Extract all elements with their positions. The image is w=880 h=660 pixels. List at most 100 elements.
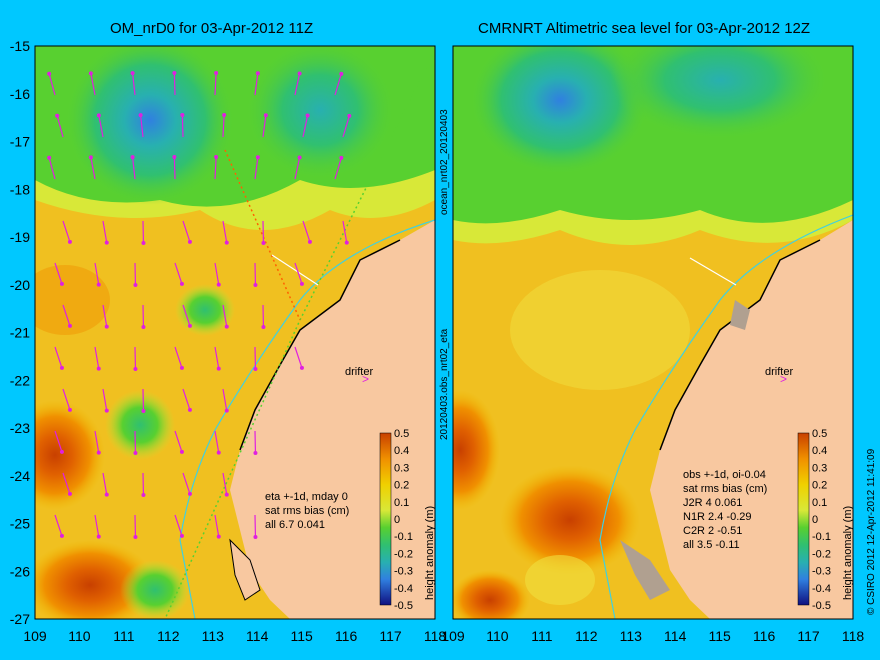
left-stats: eta +-1d, mday 0 sat rms bias (cm) all 6.7… <box>265 491 349 531</box>
current-vector <box>294 157 301 180</box>
current-vector <box>294 262 303 285</box>
vector-head <box>133 282 138 287</box>
vector-head <box>59 533 64 538</box>
vector-head <box>253 450 258 455</box>
vector-head <box>253 282 258 287</box>
x-tick-label: 111 <box>531 628 552 644</box>
vector-head <box>133 534 138 539</box>
colorbar-tick: -0.5 <box>394 600 413 612</box>
y-tick-label: -19 <box>10 229 30 245</box>
x-tick-label: 113 <box>202 628 225 644</box>
right-x-axis: 109 110 111 112 113 114 115 116 117 118 <box>441 628 864 644</box>
stats-line: obs +-1d, oi-0.04 <box>683 469 766 481</box>
x-tick-label: 115 <box>709 628 732 644</box>
stats-line: all 3.5 -0.11 <box>683 539 740 551</box>
stats-line: sat rms bias (cm) <box>683 483 767 495</box>
current-vector <box>173 72 176 96</box>
vector-head <box>263 113 268 118</box>
vector-head <box>179 533 184 538</box>
y-tick-label: -21 <box>10 325 30 341</box>
current-vector <box>181 114 184 138</box>
current-vector <box>54 430 63 453</box>
vector-head <box>96 282 101 287</box>
x-tick-label: 110 <box>486 628 509 644</box>
vector-head <box>216 450 221 455</box>
left-map-frame <box>34 45 436 620</box>
vector-head <box>187 323 192 328</box>
vector-head <box>130 155 135 160</box>
current-vector <box>54 262 63 285</box>
colorbar-tick: 0.1 <box>812 497 827 509</box>
vector-head <box>104 240 109 245</box>
current-vector <box>214 156 217 180</box>
x-tick-label: 112 <box>575 628 598 644</box>
vector-head <box>172 71 177 76</box>
left-colorbar: 0.5 0.4 0.3 0.2 0.1 0 -0.1 -0.2 -0.3 -0.4 -0.5 heig… <box>379 428 436 612</box>
colorbar-gradient <box>379 432 392 606</box>
colorbar-tick: 0.5 <box>812 428 827 440</box>
drifter-marker-icon: > <box>780 372 787 386</box>
current-vector <box>334 157 342 180</box>
vector-head <box>88 71 93 76</box>
colorbar-label: height anomaly (m) <box>424 506 436 600</box>
vector-head <box>141 408 146 413</box>
vector-head <box>224 324 229 329</box>
vector-head <box>133 450 138 455</box>
current-vector <box>62 220 71 243</box>
colorbar-tick: 0.1 <box>394 497 409 509</box>
current-vector <box>62 388 71 411</box>
y-tick-label: -24 <box>10 468 30 484</box>
current-vector <box>222 472 228 495</box>
colorbar-tick: 0.3 <box>394 462 409 474</box>
colorbar-tick: 0.4 <box>394 445 409 457</box>
stats-line: C2R 2 -0.51 <box>683 525 742 537</box>
vector-head <box>104 408 109 413</box>
vector-head <box>141 240 146 245</box>
vector-head <box>339 155 344 160</box>
y-tick-label: -26 <box>10 563 30 579</box>
vector-head <box>347 113 352 118</box>
current-vectors <box>47 71 352 539</box>
vector-head <box>59 365 64 370</box>
current-vector <box>102 304 108 327</box>
colorbar-tick: -0.3 <box>812 566 831 578</box>
vector-head <box>172 155 177 160</box>
current-vector <box>254 73 259 96</box>
side-label-top: ocean_nrt02_20120403 <box>439 109 450 215</box>
vector-head <box>179 281 184 286</box>
x-tick-label: 111 <box>113 628 134 644</box>
vector-head <box>96 534 101 539</box>
current-vector <box>174 430 183 453</box>
colorbar-tick: -0.1 <box>394 531 413 543</box>
x-tick-label: 109 <box>23 628 47 644</box>
current-vector <box>174 514 183 537</box>
x-tick-label: 116 <box>753 628 776 644</box>
current-vector <box>302 115 309 138</box>
vector-head <box>307 239 312 244</box>
colorbar-tick: -0.5 <box>812 600 831 612</box>
right-map-frame <box>452 45 854 620</box>
colorbar-tick: 0.4 <box>812 445 827 457</box>
stats-line: eta +-1d, mday 0 <box>265 491 348 503</box>
current-vector <box>102 472 108 495</box>
left-panel-title: OM_nrD0 for 03-Apr-2012 11Z <box>110 20 314 37</box>
current-vector <box>214 430 220 453</box>
colorbar-tick: -0.2 <box>394 548 413 560</box>
vector-head <box>141 324 146 329</box>
vector-head <box>216 534 221 539</box>
x-tick-label: 116 <box>335 628 358 644</box>
y-tick-label: -25 <box>10 516 30 532</box>
x-tick-label: 118 <box>842 628 865 644</box>
colorbar-tick: 0.2 <box>394 480 409 492</box>
current-vector <box>62 472 71 495</box>
y-tick-label: -22 <box>10 372 30 388</box>
vector-head <box>67 407 72 412</box>
colorbar-tick: -0.1 <box>812 531 831 543</box>
current-vector <box>334 73 342 96</box>
vector-head <box>133 366 138 371</box>
current-vector <box>222 114 225 138</box>
current-vector <box>54 346 63 369</box>
vector-head <box>130 71 135 76</box>
vector-head <box>255 71 260 76</box>
current-vector <box>173 156 176 180</box>
